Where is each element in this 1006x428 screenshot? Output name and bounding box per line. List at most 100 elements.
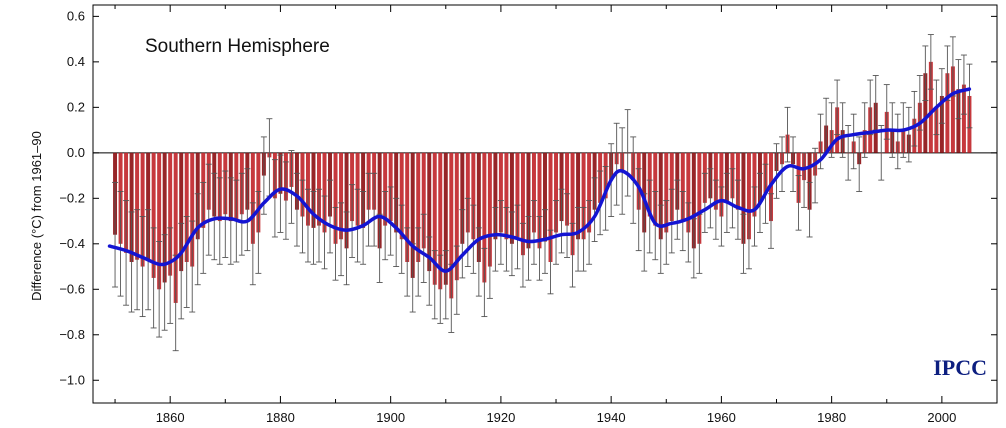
temperature-bar xyxy=(548,152,553,262)
temperature-bar xyxy=(719,152,724,217)
temperature-bar xyxy=(179,152,184,272)
temperature-bar xyxy=(686,152,691,233)
temperature-bar xyxy=(476,152,481,262)
temperature-bar xyxy=(151,152,156,278)
temperature-bar xyxy=(697,152,702,244)
temperature-bar xyxy=(554,152,559,233)
y-tick-label: −0.4 xyxy=(59,236,85,251)
temperature-bar xyxy=(460,152,465,244)
temperature-bar xyxy=(471,152,476,240)
temperature-bar xyxy=(576,152,581,240)
temperature-bar xyxy=(432,152,437,285)
temperature-bar xyxy=(454,152,459,281)
temperature-bar xyxy=(807,152,812,210)
temperature-bar xyxy=(184,152,189,262)
temperature-bar xyxy=(129,152,134,262)
temperature-bar xyxy=(531,152,536,233)
temperature-bar xyxy=(443,152,448,285)
temperature-bar xyxy=(344,152,349,249)
temperature-bar xyxy=(939,95,944,153)
temperature-bar xyxy=(135,152,140,260)
temperature-bar xyxy=(956,89,961,153)
temperature-bar xyxy=(691,152,696,249)
y-tick-label: −1.0 xyxy=(59,372,85,387)
x-tick-label: 1980 xyxy=(817,410,846,425)
y-axis-label: Difference (°C) from 1961–90 xyxy=(29,131,44,301)
temperature-bar xyxy=(361,152,366,228)
temperature-bar xyxy=(333,152,338,244)
temperature-bar xyxy=(680,152,685,222)
temperature-bar xyxy=(383,152,388,226)
y-tick-label: −0.6 xyxy=(59,281,85,296)
temperature-bar xyxy=(961,84,966,153)
temperature-bar xyxy=(377,152,382,249)
temperature-bar xyxy=(928,61,933,153)
temperature-bar xyxy=(504,152,509,240)
temperature-bar xyxy=(664,152,669,233)
x-tick-label: 1960 xyxy=(707,410,736,425)
temperature-bar xyxy=(140,152,145,267)
temperature-bar xyxy=(526,152,531,249)
temperature-bar xyxy=(250,152,255,244)
temperature-bar xyxy=(410,152,415,278)
plot-frame xyxy=(92,4,998,404)
temperature-bar xyxy=(421,152,426,249)
temperature-bar xyxy=(570,152,575,256)
temperature-bar xyxy=(642,152,647,233)
temperature-bar xyxy=(653,152,658,226)
temperature-bar xyxy=(543,152,547,242)
chart-title: Southern Hemisphere xyxy=(145,36,330,57)
temperature-bar xyxy=(416,152,421,262)
temperature-bar xyxy=(669,152,674,222)
smoothed-curve-layer xyxy=(107,87,972,273)
y-tick-label: −0.8 xyxy=(59,327,85,342)
temperature-bar xyxy=(427,152,432,272)
x-tick-label: 2000 xyxy=(927,410,956,425)
x-tick-label: 1900 xyxy=(376,410,405,425)
temperature-bar xyxy=(923,73,928,153)
smoothed-curve xyxy=(107,87,972,273)
temperature-bar xyxy=(399,152,404,240)
temperature-bar xyxy=(559,152,564,222)
temperature-bar xyxy=(311,152,316,228)
temperature-bar xyxy=(168,152,173,276)
x-tick-label: 1920 xyxy=(486,410,515,425)
temperature-bar xyxy=(157,152,162,290)
temperature-bar xyxy=(587,152,592,233)
temperature-bar xyxy=(950,66,955,153)
temperature-bar xyxy=(438,152,443,290)
temperature-bar xyxy=(509,152,514,244)
temperature-bar xyxy=(322,152,327,233)
y-tick-label: −0.2 xyxy=(59,190,85,205)
temperature-bar xyxy=(482,152,487,283)
y-tick-label: 0.2 xyxy=(67,99,85,114)
temperature-bar xyxy=(515,152,520,237)
x-tick-label: 1940 xyxy=(597,410,626,425)
temperature-bar xyxy=(487,152,492,267)
temperature-bar xyxy=(945,73,950,153)
temperature-bar xyxy=(339,152,344,240)
temperature-bar xyxy=(465,152,470,233)
temperature-bar xyxy=(498,152,503,233)
ipcc-logo: IPCC xyxy=(933,355,987,380)
temperature-bar xyxy=(449,152,454,299)
temperature-bar xyxy=(537,152,542,249)
y-tick-label: 0.6 xyxy=(67,8,85,23)
x-tick-label: 1860 xyxy=(156,410,185,425)
temperature-bar xyxy=(162,152,167,283)
bars xyxy=(112,34,973,352)
temperature-bar xyxy=(581,152,586,240)
y-tick-label: 0.0 xyxy=(67,145,85,160)
temperature-bar xyxy=(746,152,751,240)
temperature-bar xyxy=(173,152,178,303)
y-tick-label: 0.4 xyxy=(67,54,85,69)
temperature-bar xyxy=(752,152,757,217)
temperature-bar xyxy=(190,152,195,267)
temperature-bar xyxy=(394,152,399,233)
x-tick-label: 1880 xyxy=(266,410,295,425)
temperature-bar xyxy=(493,152,498,240)
temperature-bar xyxy=(658,152,663,240)
temperature-bar xyxy=(405,152,410,262)
temperature-bar xyxy=(146,152,151,260)
